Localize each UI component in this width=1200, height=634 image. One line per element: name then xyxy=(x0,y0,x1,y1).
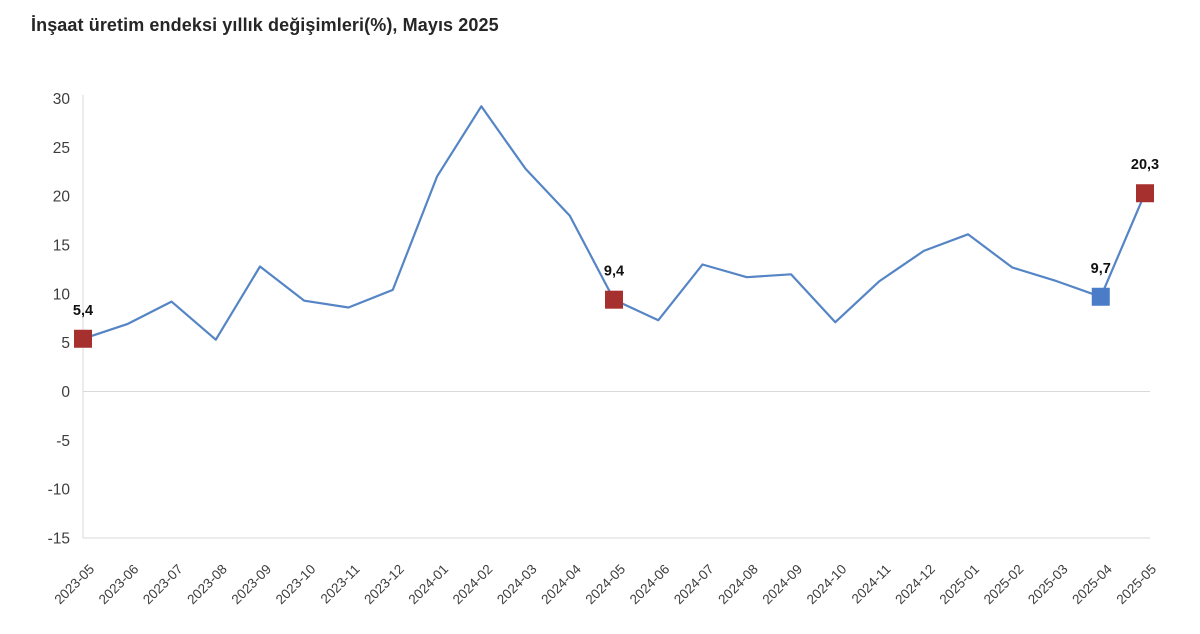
x-tick-label: 2024-12 xyxy=(892,562,938,608)
y-tick-label: 5 xyxy=(61,335,70,352)
x-tick-label: 2024-05 xyxy=(582,562,628,608)
data-point-marker xyxy=(1091,287,1110,306)
y-tick-label: 30 xyxy=(53,91,71,108)
x-tick-label: 2024-06 xyxy=(627,562,673,608)
x-tick-label: 2024-11 xyxy=(849,562,894,607)
x-tick-label: 2024-07 xyxy=(671,562,717,608)
y-tick-label: 0 xyxy=(61,384,70,401)
data-point-label: 5,4 xyxy=(73,303,93,319)
x-tick-label: 2025-03 xyxy=(1025,562,1071,608)
y-tick-label: -5 xyxy=(56,433,70,450)
x-tick-label: 2024-04 xyxy=(538,561,584,607)
y-tick-label: -15 xyxy=(48,531,70,548)
x-tick-label: 2023-10 xyxy=(273,562,319,608)
x-tick-label: 2023-12 xyxy=(361,562,407,608)
x-tick-label: 2024-10 xyxy=(804,562,850,608)
x-tick-label: 2024-01 xyxy=(405,562,451,608)
data-point-label: 9,7 xyxy=(1091,261,1111,277)
data-point-marker xyxy=(74,329,92,348)
y-tick-label: -10 xyxy=(48,482,71,499)
x-tick-label: 2024-03 xyxy=(494,562,540,608)
x-tick-label: 2025-02 xyxy=(981,562,1027,608)
x-tick-label: 2023-05 xyxy=(51,562,97,608)
data-point-label: 9,4 xyxy=(604,264,624,280)
x-tick-label: 2024-02 xyxy=(450,562,496,608)
chart-title: İnşaat üretim endeksi yıllık değişimleri… xyxy=(31,15,499,35)
x-tick-label: 2023-06 xyxy=(96,562,142,608)
x-tick-label: 2023-08 xyxy=(184,562,230,608)
y-tick-label: 25 xyxy=(53,140,70,157)
x-tick-label: 2024-09 xyxy=(759,562,805,608)
x-tick-label: 2024-08 xyxy=(715,562,761,608)
data-point-marker xyxy=(605,290,623,309)
y-tick-label: 20 xyxy=(53,189,71,206)
x-tick-label: 2025-01 xyxy=(936,562,982,608)
x-tick-label: 2025-05 xyxy=(1113,562,1159,608)
data-point-label: 20,3 xyxy=(1131,157,1159,173)
x-tick-label: 2023-11 xyxy=(318,562,363,607)
y-tick-label: 15 xyxy=(53,237,70,254)
x-tick-label: 2023-07 xyxy=(140,562,186,608)
x-tick-label: 2025-04 xyxy=(1069,561,1115,607)
x-tick-label: 2023-09 xyxy=(228,562,274,608)
data-point-marker xyxy=(1136,184,1154,203)
y-tick-label: 10 xyxy=(53,286,71,303)
